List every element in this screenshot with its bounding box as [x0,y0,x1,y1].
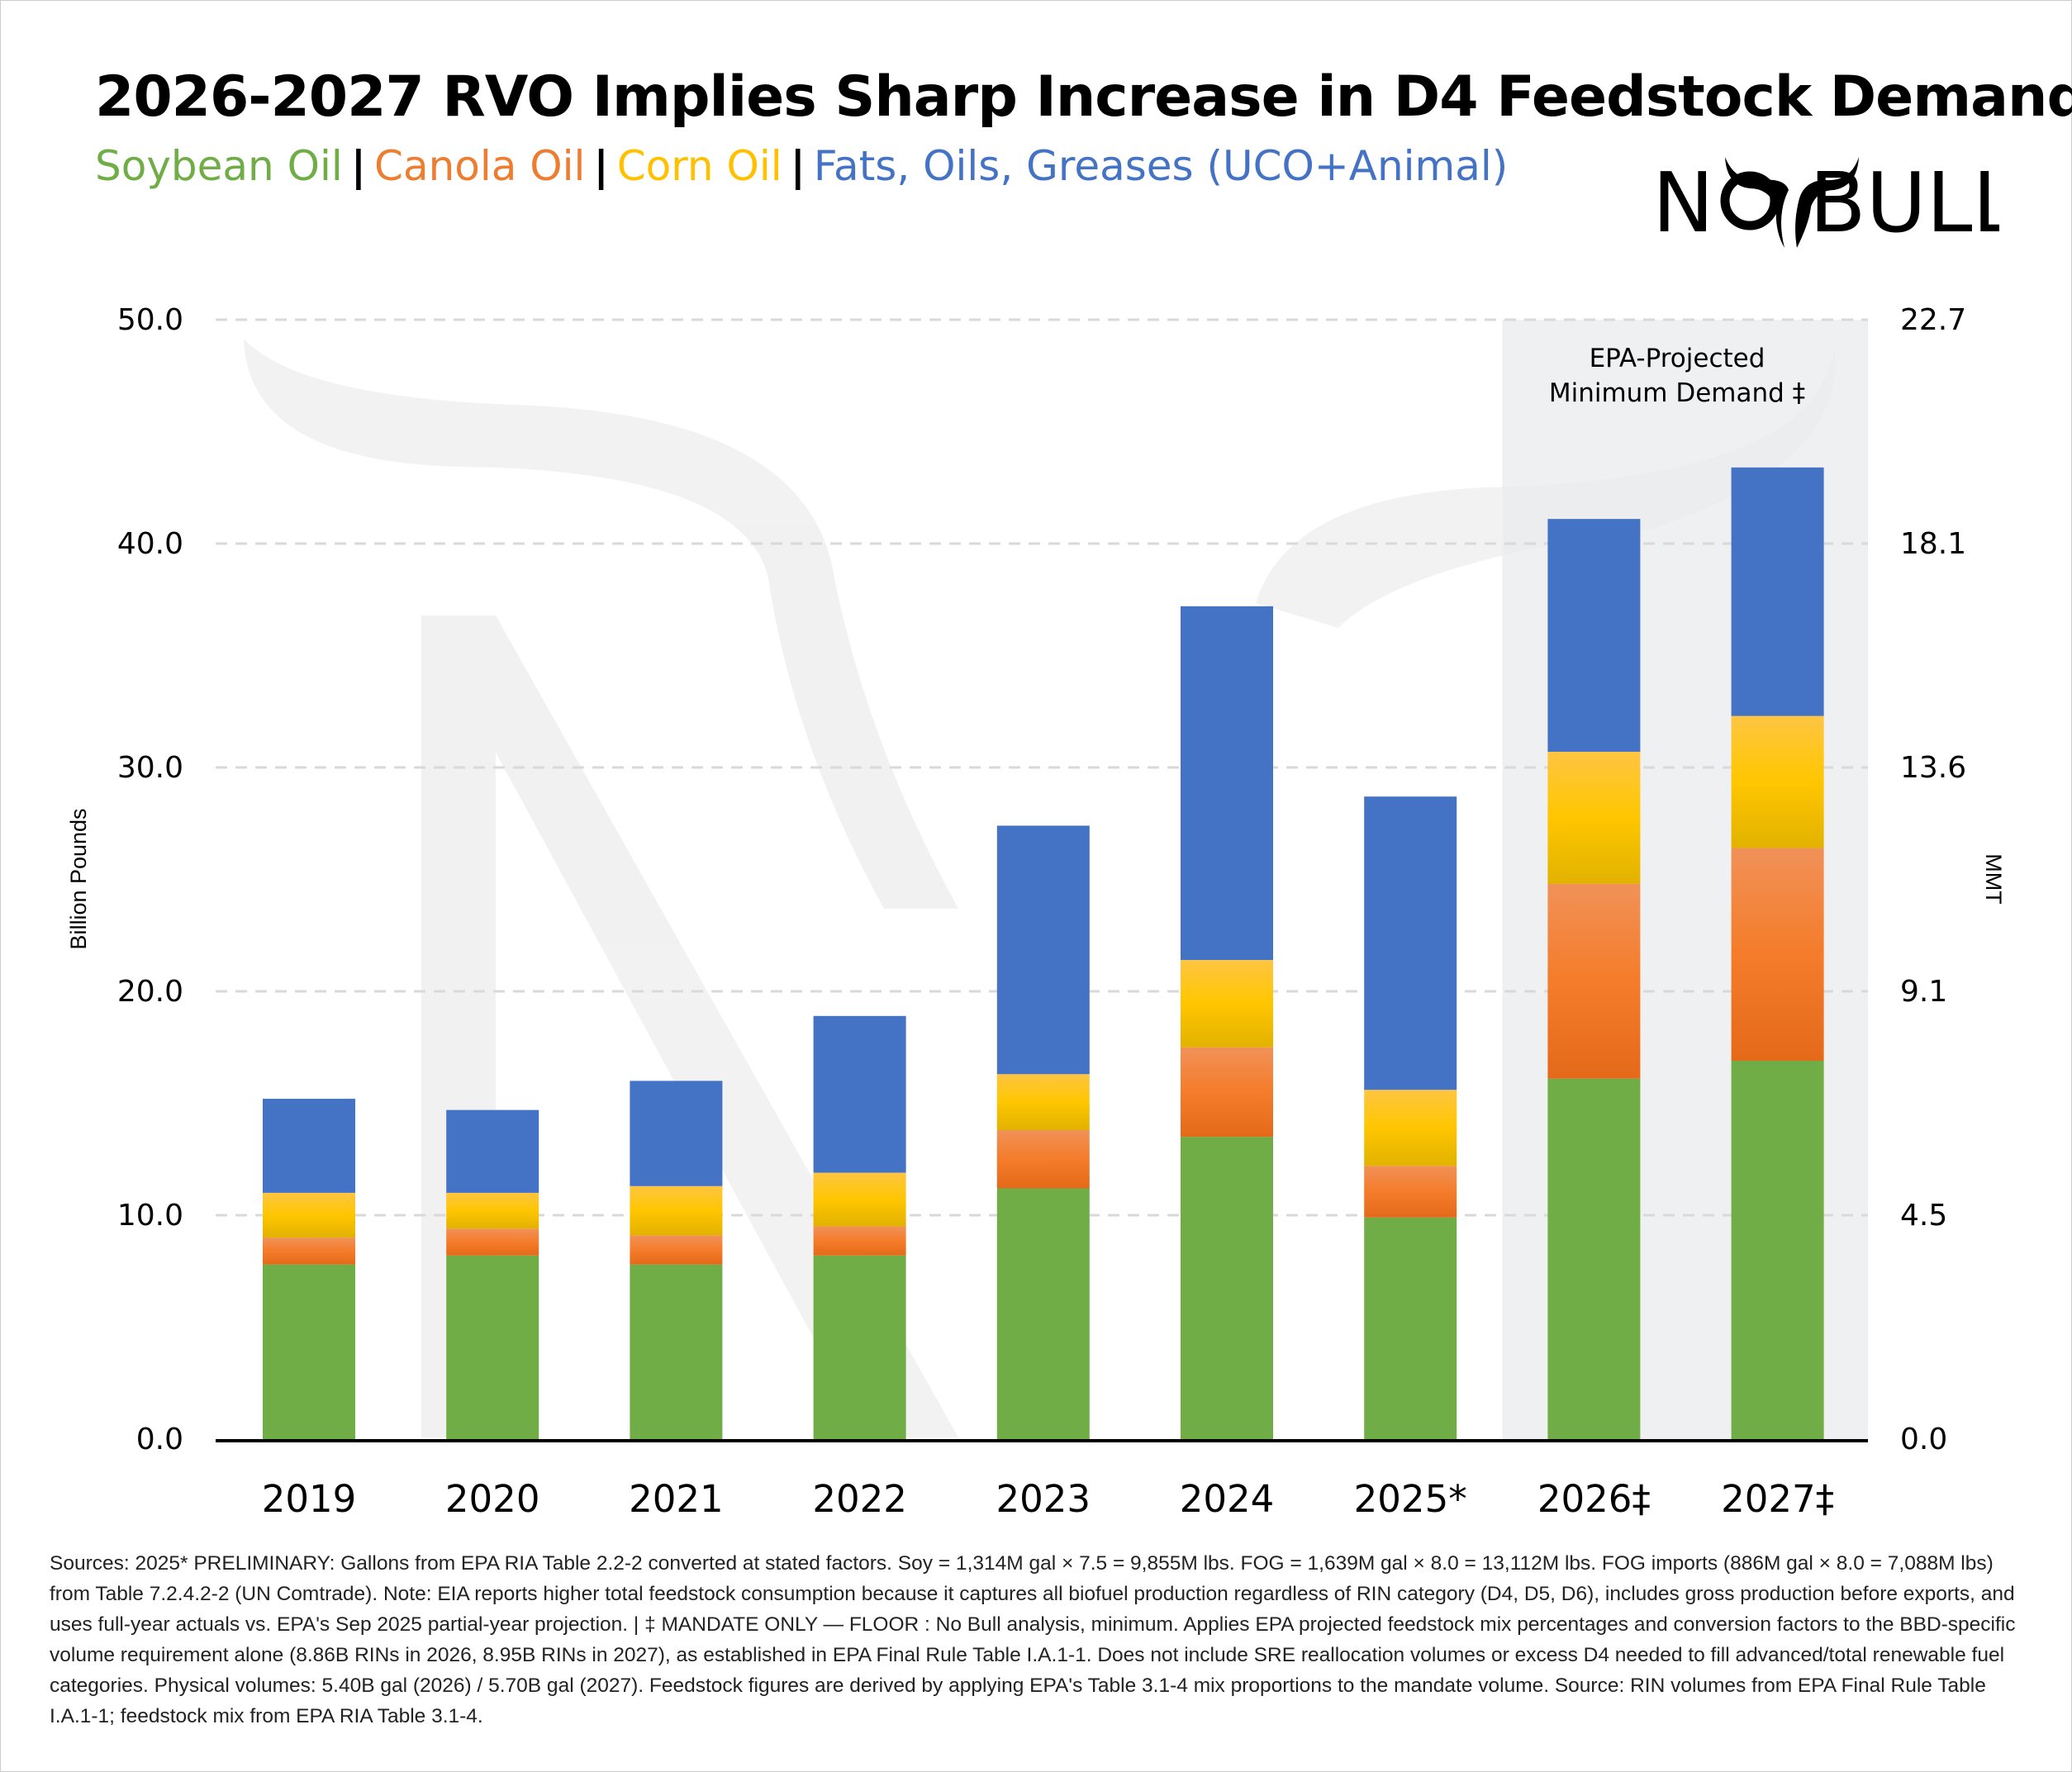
legend-soybean-oil: Soybean Oil [95,142,343,190]
bar-stack [1547,519,1641,1439]
bar-stack [1181,606,1273,1439]
bar-canola-oil [996,1130,1090,1189]
bar-fog [813,1015,906,1173]
bar-canola-oil [1731,848,1824,1062]
footnote: Sources: 2025* PRELIMINARY: Gallons from… [50,1552,2016,1727]
bar-fog [263,1099,355,1193]
bar-stack [996,825,1090,1439]
bar-soybean-oil [1364,1217,1457,1439]
y2-tick-label: 9.1 [1900,975,1947,1009]
x-tick-label: 2024 [1180,1477,1275,1521]
legend-separator: | [593,142,609,190]
x-tick-label: 2019 [262,1477,357,1521]
bar-corn-oil [263,1192,355,1238]
bar-stack [263,1099,355,1439]
y2-tick-label: 4.5 [1900,1199,1947,1233]
bar-corn-oil [630,1185,723,1236]
bar-corn-oil [996,1074,1090,1131]
y-tick-label: 20.0 [117,975,183,1009]
legend-corn-oil: Corn Oil [616,142,782,190]
y2-tick-label: 0.0 [1900,1423,1947,1456]
legend-separator: | [350,142,367,190]
y-axis-label: Billion Pounds [66,808,91,949]
bar-canola-oil [446,1228,539,1256]
x-tick-label: 2026‡ [1537,1477,1651,1521]
bar-soybean-oil [1181,1137,1273,1439]
bar-stack [1364,796,1457,1439]
y2-tick-label: 22.7 [1900,303,1966,337]
x-tick-label: 2023 [996,1477,1091,1521]
bar-canola-oil [630,1235,723,1265]
svg-text:BULL: BULL [1809,154,1999,251]
bar-corn-oil [1731,715,1824,848]
bar-soybean-oil [446,1255,539,1439]
bar-canola-oil [813,1226,906,1256]
bar-canola-oil [263,1238,355,1265]
bar-fog [1181,606,1273,961]
svg-text:N: N [1652,154,1714,251]
y2-tick-label: 18.1 [1900,527,1966,561]
y-tick-label: 30.0 [117,751,183,785]
legend-separator: | [790,142,806,190]
bar-soybean-oil [263,1264,355,1439]
y-tick-label: 0.0 [136,1423,183,1456]
legend: Soybean Oil | Canola Oil | Corn Oil | Fats, Oi… [95,142,1508,190]
annotation-line-2: Minimum Demand ‡ [1549,378,1805,408]
bar-stack [630,1081,723,1439]
y-tick-label: 40.0 [117,527,183,561]
bar-corn-oil [1181,960,1273,1048]
bar-soybean-oil [813,1255,906,1439]
legend-fog: Fats, Oils, Greases (UCO+Animal) [813,142,1509,190]
bar-soybean-oil [1731,1061,1824,1439]
y-tick-label: 10.0 [117,1199,183,1233]
bar-corn-oil [1547,752,1641,884]
no-bull-logo: N BULL [1652,154,1999,251]
y2-tick-label: 13.6 [1900,751,1966,785]
y2-axis-label: MMT [1981,853,2006,904]
x-tick-label: 2027‡ [1721,1477,1834,1521]
bar-soybean-oil [630,1264,723,1439]
bar-stack [813,1015,906,1439]
bar-fog [446,1109,539,1193]
x-tick-label: 2022 [812,1477,907,1521]
bar-corn-oil [813,1172,906,1227]
bar-stack [446,1109,539,1439]
annotation-line-1: EPA-Projected [1590,344,1765,373]
bar-corn-oil [446,1192,539,1229]
legend-canola-oil: Canola Oil [374,142,586,190]
x-tick-label: 2021 [629,1477,724,1521]
bar-fog [1731,467,1824,716]
bar-stack [1731,467,1824,1439]
bar-fog [630,1081,723,1186]
bar-soybean-oil [1547,1078,1641,1439]
bar-soybean-oil [996,1188,1090,1439]
bar-canola-oil [1181,1047,1273,1138]
bar-corn-oil [1364,1090,1457,1166]
y-tick-label: 50.0 [117,303,183,337]
bar-canola-oil [1547,883,1641,1079]
x-tick-label: 2025* [1354,1477,1467,1521]
bar-fog [1547,519,1641,753]
bar-fog [996,825,1090,1075]
x-tick-label: 2020 [445,1477,540,1521]
bar-canola-oil [1364,1166,1457,1218]
chart-title: 2026-2027 RVO Implies Sharp Increase in … [95,64,2072,130]
bar-fog [1364,796,1457,1090]
